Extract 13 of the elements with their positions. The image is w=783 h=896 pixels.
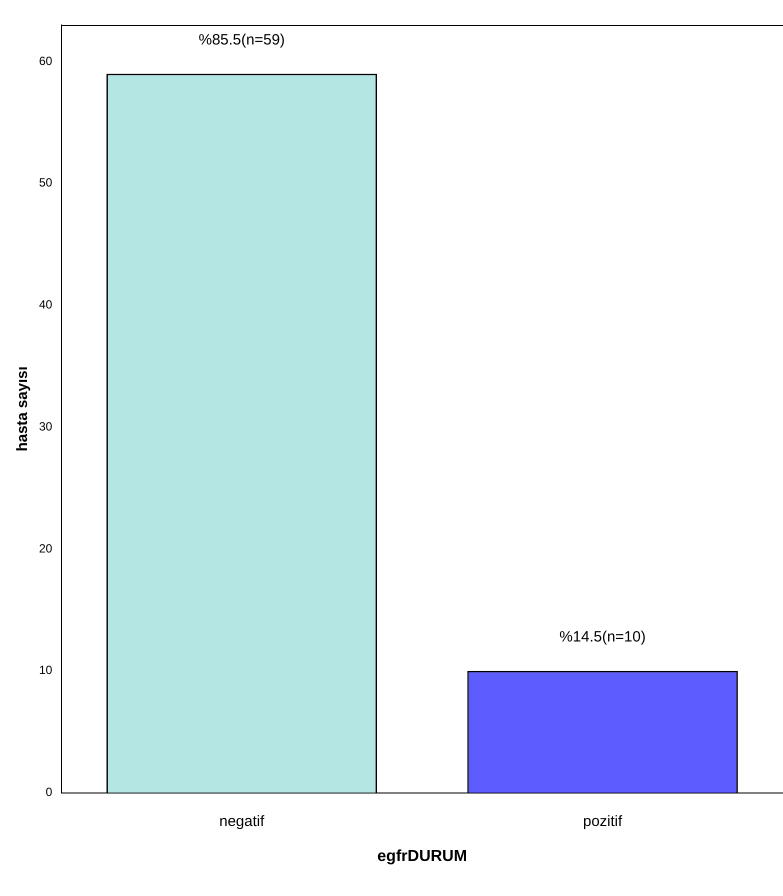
y-tick-label: 60 — [38, 54, 53, 68]
y-tick-label: 30 — [38, 419, 53, 434]
y-axis-title: hasta sayısı — [14, 366, 32, 452]
y-tick-label: 50 — [38, 176, 53, 190]
y-tick-label: 10 — [38, 663, 53, 678]
y-tick-label: 20 — [38, 541, 53, 556]
data-label: %14.5(n=10) — [559, 628, 646, 646]
x-tick-label: negatif — [219, 812, 266, 830]
x-tick-label: pozitif — [582, 812, 624, 830]
y-tick-label: 40 — [38, 298, 53, 312]
x-axis-title: egfrDURUM — [377, 848, 468, 865]
y-tick-label: 0 — [46, 785, 53, 800]
data-label: %85.5(n=59) — [198, 31, 285, 48]
